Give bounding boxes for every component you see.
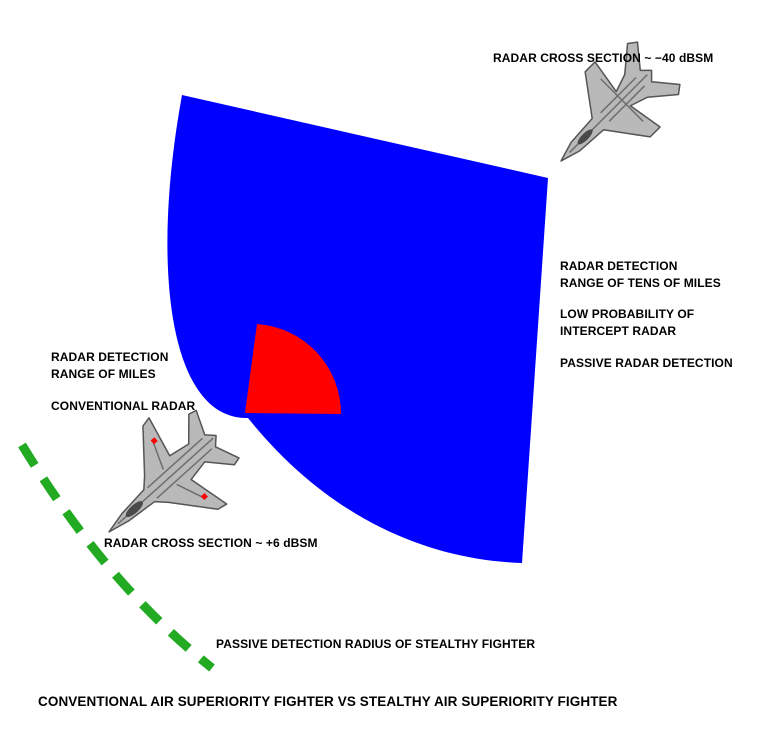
stealth-range-label-line2: RANGE OF TENS OF MILES [560, 276, 721, 290]
stealth-rcs-label: RADAR CROSS SECTION ~ −40 dBSM [493, 51, 714, 65]
stealth-range-label-line1: RADAR DETECTION [560, 259, 678, 273]
conventional-range-label-line1: RADAR DETECTION [51, 350, 169, 364]
passive-detection-radius-label: PASSIVE DETECTION RADIUS OF STEALTHY FIG… [216, 637, 536, 651]
passive-detection-radius-arc [18, 442, 215, 672]
conventional-rcs-label: RADAR CROSS SECTION ~ +6 dBSM [104, 536, 318, 550]
conventional-radar-detection-sector [245, 324, 342, 414]
diagram-caption: CONVENTIONAL AIR SUPERIORITY FIGHTER VS … [38, 694, 618, 709]
conventional-radar-label: CONVENTIONAL RADAR [51, 399, 196, 413]
lpi-radar-label-line2: INTERCEPT RADAR [560, 324, 677, 338]
conventional-range-label-line2: RANGE OF MILES [51, 367, 156, 381]
lpi-radar-label-line1: LOW PROBABILITY OF [560, 307, 695, 321]
passive-radar-label: PASSIVE RADAR DETECTION [560, 356, 733, 370]
conventional-fighter-icon [108, 409, 240, 533]
stealth-fighter-icon [560, 41, 681, 162]
stealth-radar-detection-sector [167, 95, 548, 563]
